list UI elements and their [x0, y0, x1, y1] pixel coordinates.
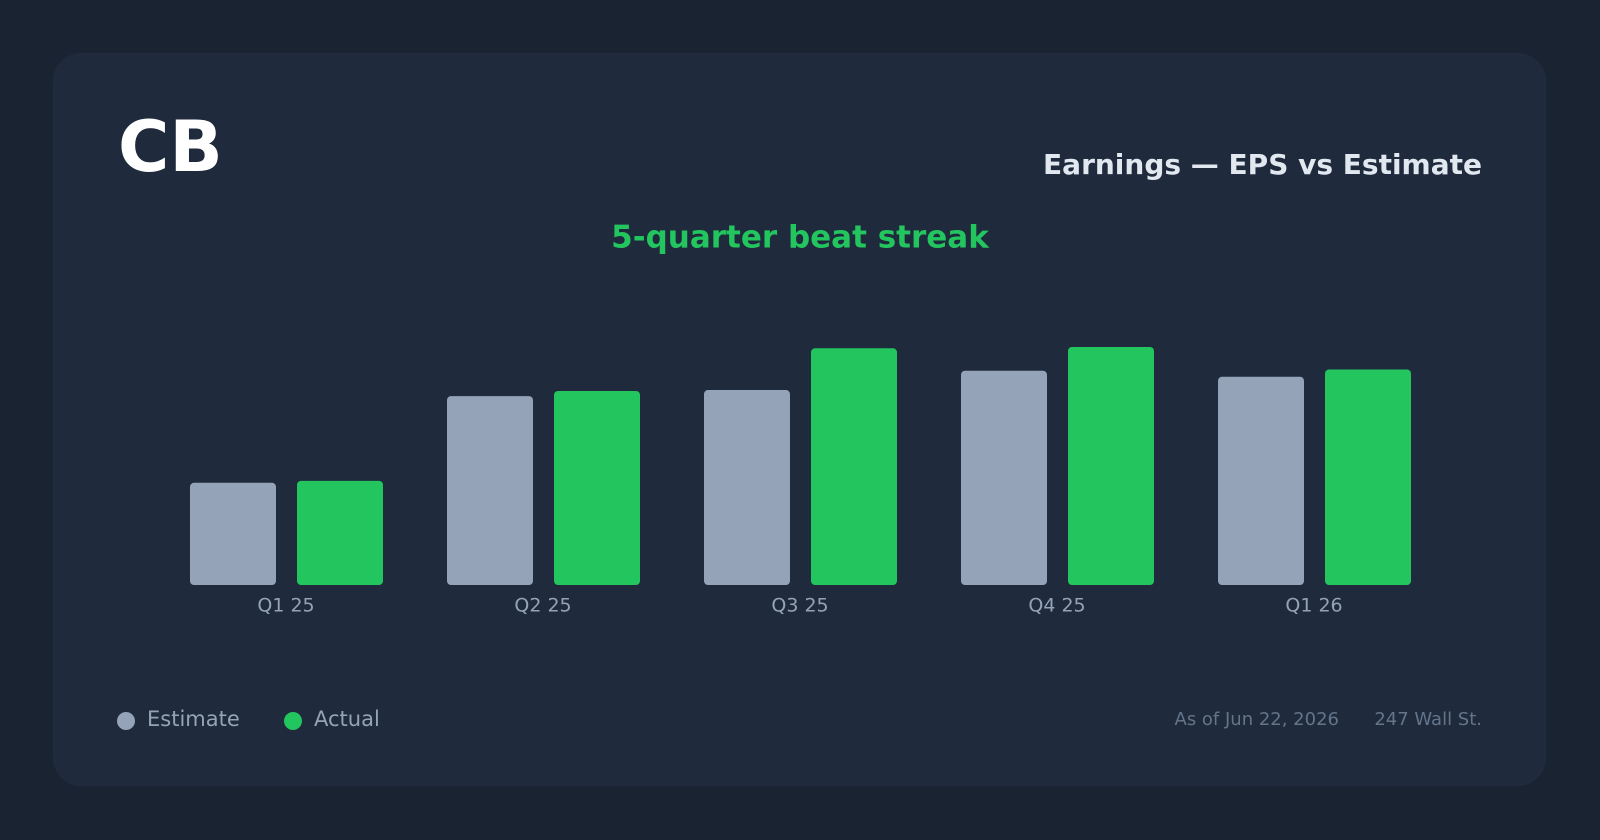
- legend-swatch: [117, 712, 135, 730]
- card: [53, 53, 1546, 786]
- bar: [447, 396, 533, 585]
- x-tick-label: Q1 26: [1285, 595, 1342, 617]
- chart-subtitle: 5-quarter beat streak: [611, 220, 990, 256]
- legend-label: Actual: [314, 707, 380, 731]
- bar: [1325, 369, 1411, 585]
- legend-label: Estimate: [147, 707, 240, 731]
- legend-swatch: [284, 712, 302, 730]
- chart-title: Earnings — EPS vs Estimate: [1043, 148, 1482, 181]
- bar: [1218, 376, 1304, 585]
- as-of-note: As of Jun 22, 2026: [1175, 709, 1340, 730]
- bar: [811, 348, 897, 585]
- bar: [190, 482, 276, 585]
- x-tick-label: Q2 25: [514, 595, 571, 617]
- bar: [1068, 347, 1154, 585]
- bar: [297, 480, 383, 585]
- source: 247 Wall St.: [1374, 709, 1482, 730]
- bar: [704, 390, 790, 585]
- bar: [961, 370, 1047, 585]
- x-tick-label: Q4 25: [1028, 595, 1085, 617]
- x-tick-label: Q1 25: [257, 595, 314, 617]
- x-tick-label: Q3 25: [771, 595, 828, 617]
- ticker: CB: [118, 106, 223, 188]
- bar: [554, 391, 640, 585]
